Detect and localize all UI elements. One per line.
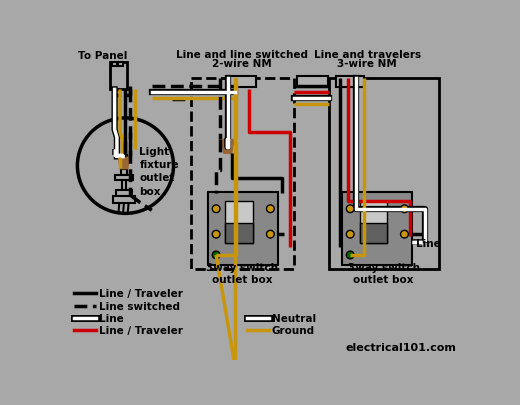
Bar bbox=[191, 78, 294, 269]
Text: Line and travelers: Line and travelers bbox=[314, 50, 421, 60]
Text: 2-wire NM: 2-wire NM bbox=[212, 59, 271, 69]
Circle shape bbox=[212, 251, 220, 259]
Text: Ground: Ground bbox=[272, 326, 315, 336]
Text: electrical101.com: electrical101.com bbox=[345, 343, 457, 353]
Text: 3way switch
outlet box: 3way switch outlet box bbox=[347, 263, 420, 285]
Bar bbox=[122, 179, 126, 190]
Bar bbox=[114, 175, 133, 179]
Bar bbox=[209, 192, 278, 265]
Circle shape bbox=[212, 230, 220, 238]
Circle shape bbox=[346, 230, 354, 238]
Text: Line: Line bbox=[416, 239, 441, 249]
Circle shape bbox=[267, 230, 274, 238]
Bar bbox=[116, 190, 132, 196]
Bar bbox=[119, 62, 123, 66]
Polygon shape bbox=[222, 139, 234, 153]
Bar bbox=[329, 78, 438, 269]
Bar bbox=[359, 223, 387, 243]
Text: Neutral: Neutral bbox=[272, 314, 316, 324]
Text: To Panel: To Panel bbox=[78, 51, 127, 61]
Text: Line: Line bbox=[99, 314, 124, 324]
Bar bbox=[359, 201, 387, 243]
Bar bbox=[226, 223, 253, 243]
Bar bbox=[228, 76, 256, 87]
Bar bbox=[121, 169, 127, 175]
Bar bbox=[113, 196, 135, 203]
Text: 3way switch
outlet box: 3way switch outlet box bbox=[206, 263, 279, 285]
Circle shape bbox=[267, 205, 274, 213]
Bar bbox=[110, 62, 127, 90]
Circle shape bbox=[346, 205, 354, 213]
Bar bbox=[336, 76, 364, 87]
Bar bbox=[297, 76, 328, 87]
Text: Line switched: Line switched bbox=[99, 302, 180, 311]
Circle shape bbox=[400, 230, 408, 238]
Circle shape bbox=[400, 205, 408, 213]
Text: Line / Traveler: Line / Traveler bbox=[99, 326, 183, 336]
Text: 3-wire NM: 3-wire NM bbox=[337, 59, 397, 69]
Circle shape bbox=[212, 205, 220, 213]
Polygon shape bbox=[119, 156, 129, 169]
Text: Line / Traveler: Line / Traveler bbox=[99, 289, 183, 299]
Text: Line and line switched: Line and line switched bbox=[176, 50, 308, 60]
Bar bbox=[343, 192, 412, 265]
Bar bbox=[112, 62, 117, 66]
Text: Light
fixture
outlet
box: Light fixture outlet box bbox=[139, 147, 179, 196]
Circle shape bbox=[346, 251, 354, 259]
Bar bbox=[226, 201, 253, 243]
